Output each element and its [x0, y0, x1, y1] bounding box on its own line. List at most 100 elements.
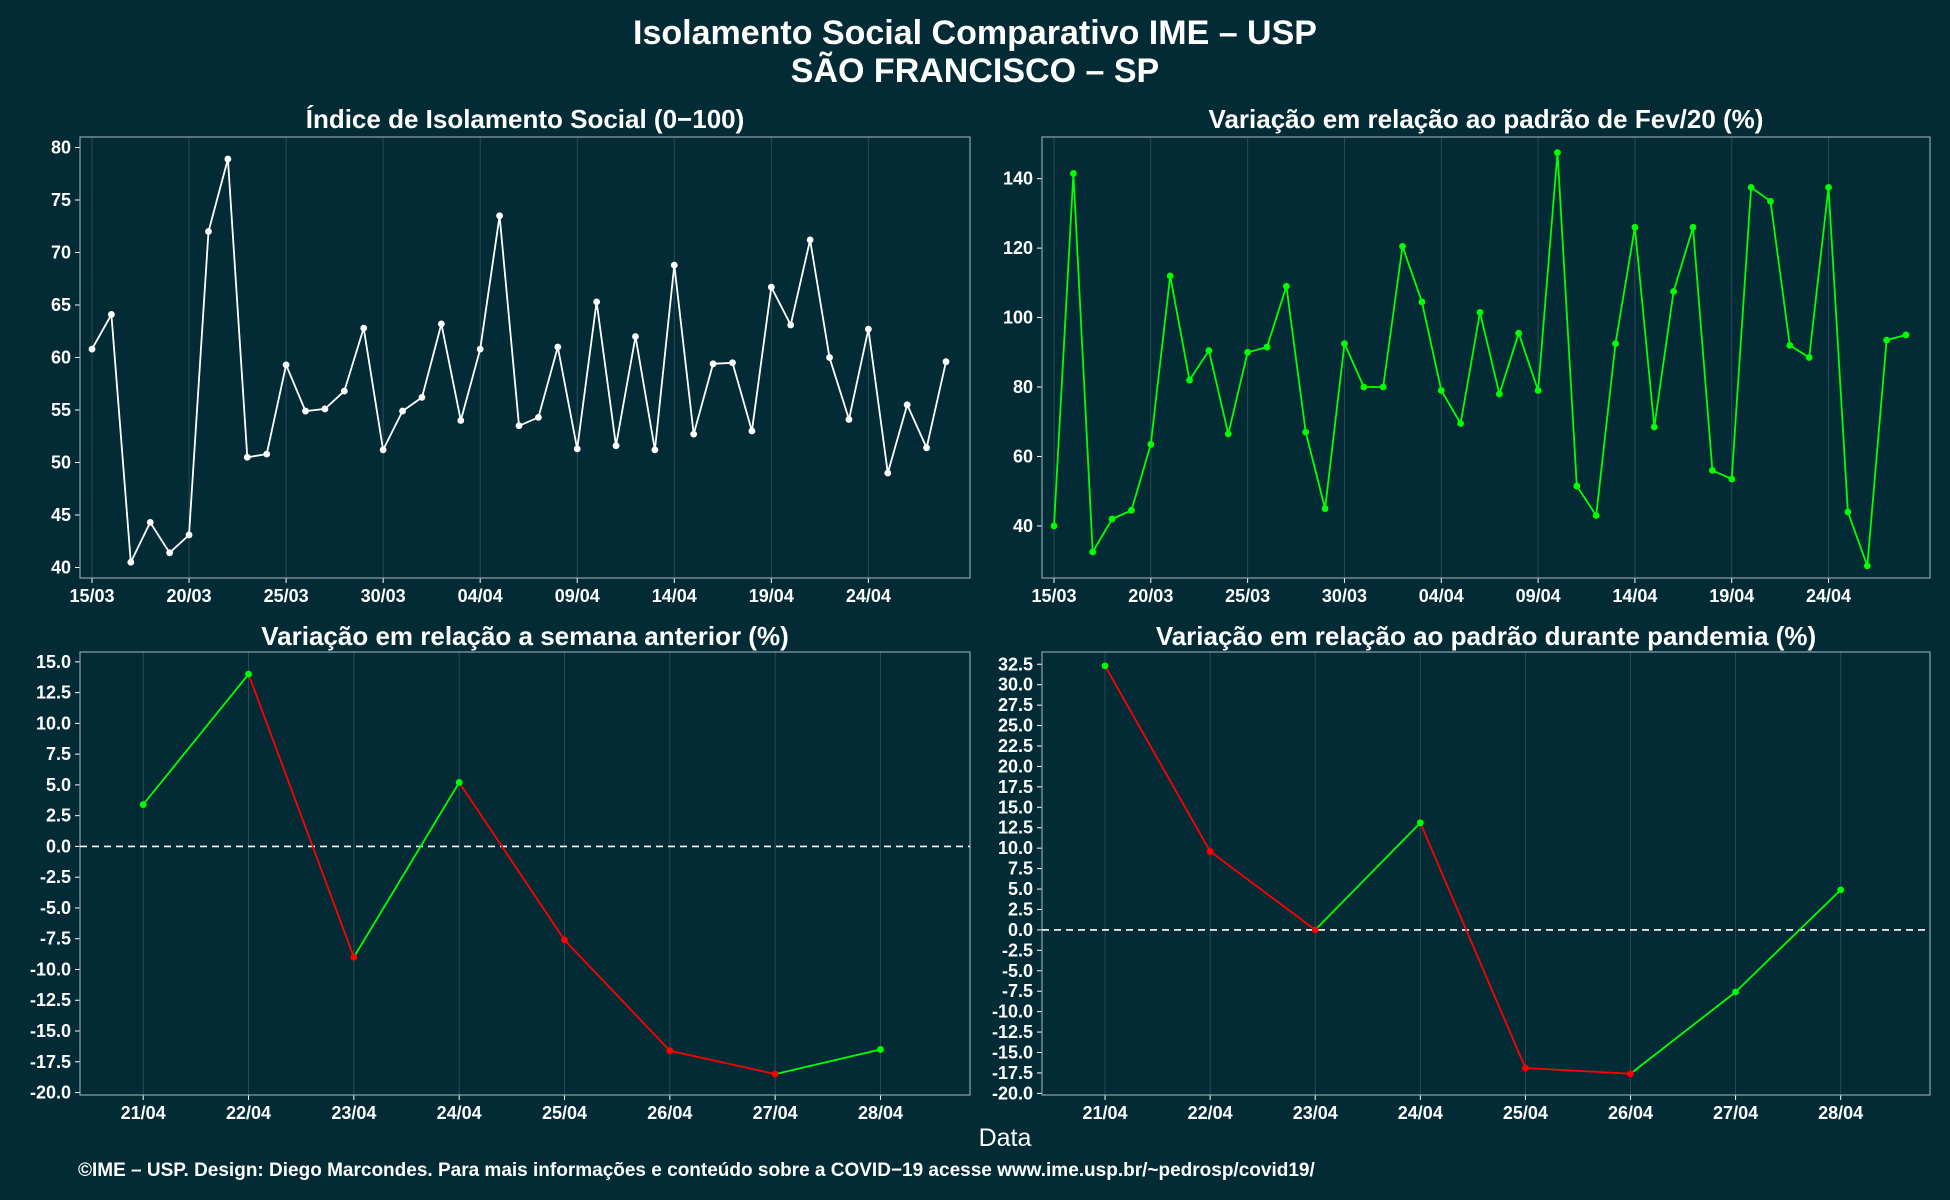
data-point [1341, 340, 1348, 348]
data-point [651, 446, 659, 454]
data-point [942, 358, 950, 366]
x-tick-label: 04/04 [458, 586, 503, 606]
data-point [903, 401, 911, 409]
data-point [670, 261, 678, 269]
x-tick-label: 23/04 [331, 1103, 376, 1123]
main-subtitle: SÃO FRANCISCO – SP [791, 52, 1159, 90]
plot-frame [79, 651, 971, 1096]
x-tick-label: 30/03 [1322, 586, 1367, 606]
data-point [1732, 988, 1739, 996]
y-tick-label: -5.0 [40, 898, 71, 918]
data-point [884, 469, 892, 477]
y-tick-label: 10.0 [36, 713, 71, 733]
y-tick-label: 40 [1013, 516, 1033, 536]
y-tick-label: 140 [1003, 169, 1033, 189]
y-tick-label: 5.0 [1008, 879, 1033, 899]
y-tick-label: 0.0 [46, 836, 71, 856]
x-tick-label: 26/04 [647, 1103, 692, 1123]
x-tick-label: 26/04 [1608, 1103, 1653, 1123]
y-tick-label: 12.5 [998, 818, 1033, 838]
x-tick-label: 24/04 [846, 586, 891, 606]
x-tick-label: 28/04 [858, 1103, 903, 1123]
x-tick-label: 28/04 [1818, 1103, 1863, 1123]
data-point [767, 283, 775, 291]
data-point [1457, 420, 1465, 427]
y-tick-label: -5.0 [1002, 961, 1033, 981]
data-point [1147, 440, 1155, 448]
data-point [146, 518, 154, 526]
y-tick-label: -17.5 [30, 1052, 71, 1072]
data-point [1650, 423, 1658, 431]
data-point [350, 953, 358, 961]
data-point [476, 345, 484, 353]
y-tick-label: 15.0 [998, 797, 1033, 817]
data-point [1476, 308, 1484, 316]
data-point [1837, 886, 1845, 894]
series-segment [1419, 822, 1527, 1069]
data-point [1767, 197, 1774, 205]
panel-variation-pandemic: Variação em relação ao padrão durante pa… [992, 621, 1931, 1123]
y-tick-label: 100 [1003, 308, 1033, 328]
y-tick-label: 70 [51, 243, 71, 263]
y-tick-label: 27.5 [998, 695, 1033, 715]
x-tick-label: 25/04 [542, 1103, 587, 1123]
data-point [826, 354, 833, 361]
data-point [877, 1046, 884, 1053]
x-tick-label: 19/04 [1709, 586, 1754, 606]
y-tick-label: 7.5 [1008, 859, 1033, 879]
x-tick-label: 24/04 [437, 1103, 482, 1123]
x-tick-label: 21/04 [121, 1103, 166, 1123]
y-tick-label: 80 [51, 138, 71, 158]
x-tick-label: 30/03 [361, 586, 406, 606]
y-tick-label: 120 [1003, 238, 1033, 258]
data-point [748, 427, 756, 435]
data-point [1515, 329, 1523, 337]
y-tick-label: -7.5 [1002, 981, 1033, 1001]
data-point [1627, 1070, 1634, 1078]
x-tick-label: 24/04 [1398, 1103, 1443, 1123]
data-point [1592, 512, 1600, 519]
data-point [1612, 340, 1619, 348]
data-point [243, 453, 251, 461]
footer-credits: ©IME – USP. Design: Diego Marcondes. Par… [78, 1160, 1315, 1181]
data-point [1728, 475, 1736, 483]
data-point [1166, 272, 1174, 280]
y-tick-label: -12.5 [30, 990, 71, 1010]
y-tick-label: -20.0 [992, 1083, 1033, 1103]
data-point [771, 1070, 779, 1078]
data-point [88, 345, 96, 353]
x-tick-label: 15/03 [1031, 586, 1076, 606]
data-point [573, 445, 581, 453]
x-tick-label: 20/03 [167, 586, 212, 606]
x-tick-label: 24/04 [1806, 586, 1851, 606]
series-segment [1104, 665, 1211, 852]
x-tick-label: 25/03 [264, 586, 309, 606]
data-point [729, 359, 736, 367]
panel-variation-previous-week: Variação em relação a semana anterior (%… [30, 621, 971, 1123]
y-tick-label: 60 [51, 348, 71, 368]
series-segment [1629, 991, 1737, 1075]
data-point [1205, 347, 1213, 354]
data-point [1108, 515, 1116, 523]
data-point [1069, 170, 1077, 177]
y-tick-label: 30.0 [998, 675, 1033, 695]
y-tick-label: 20.0 [998, 756, 1033, 776]
data-point [1416, 819, 1424, 827]
data-point [321, 405, 329, 413]
data-point [496, 212, 503, 220]
data-point [1805, 354, 1813, 361]
data-point [127, 558, 135, 566]
panel-title: Índice de Isolamento Social (0−100) [306, 104, 745, 134]
data-point [455, 779, 463, 786]
y-tick-label: 55 [51, 400, 71, 420]
data-point [1206, 848, 1214, 855]
data-point [806, 236, 814, 244]
data-point [1321, 505, 1329, 512]
data-point [612, 442, 620, 450]
x-tick-label: 25/04 [1503, 1103, 1548, 1123]
data-point [666, 1047, 674, 1055]
data-point [515, 422, 523, 430]
main-title: Isolamento Social Comparativo IME – USP [633, 14, 1317, 52]
data-point [1418, 298, 1426, 306]
y-tick-label: 80 [1013, 377, 1033, 397]
